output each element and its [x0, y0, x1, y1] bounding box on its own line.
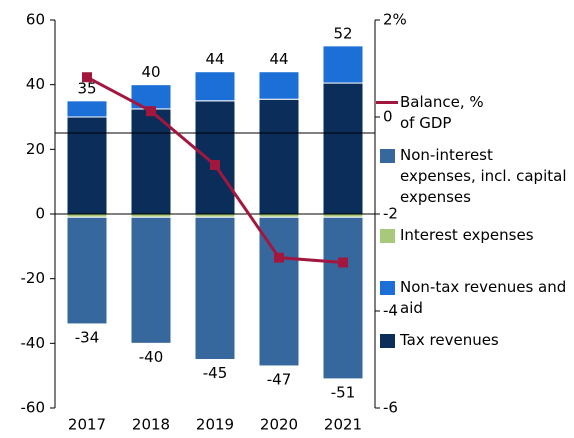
- total-label: 44: [269, 50, 288, 68]
- x-tick-label: 2019: [196, 416, 234, 434]
- x-tick-label: 2021: [324, 416, 362, 434]
- bar-segment: [66, 216, 108, 325]
- total-label: 35: [77, 79, 96, 97]
- y2-tick-label: 0: [383, 108, 393, 126]
- total-label: 52: [333, 24, 352, 42]
- line-marker: [210, 160, 220, 171]
- x-tick-label: 2020: [260, 416, 298, 434]
- legend-marker: [380, 149, 395, 163]
- bar-segment: [194, 216, 236, 360]
- y-tick-label: 0: [35, 205, 45, 223]
- bar-segment: [258, 216, 300, 367]
- bar-segment: [194, 71, 236, 102]
- line-marker: [274, 252, 284, 263]
- y2-tick-label: -4: [383, 302, 398, 320]
- total-label: -47: [267, 370, 292, 388]
- total-label: -34: [75, 328, 100, 346]
- total-label: 40: [141, 63, 160, 81]
- bar-segment: [322, 216, 364, 380]
- bar-segment: [66, 116, 108, 215]
- legend-marker: [380, 334, 395, 348]
- bar-segment: [258, 71, 300, 100]
- legend-marker: [380, 281, 395, 295]
- total-label: -40: [139, 348, 164, 366]
- legend-marker: [380, 229, 395, 243]
- bar-segment: [322, 82, 364, 215]
- y-tick-label: 60: [26, 11, 45, 29]
- y-tick-label: -60: [21, 399, 46, 417]
- bar-segment: [130, 216, 172, 344]
- total-label: -51: [331, 383, 356, 401]
- legend-marker: [376, 101, 398, 104]
- line-marker: [146, 106, 156, 117]
- legend-label: Non-interest expenses, incl. capital exp…: [400, 146, 567, 206]
- legend-label: Non-tax revenues and aid: [400, 278, 567, 317]
- bar-segment: [194, 100, 236, 215]
- y2-tick-label: 2%: [383, 11, 407, 29]
- total-label: 44: [205, 50, 224, 68]
- bar-segment: [66, 100, 108, 118]
- bar-segment: [258, 98, 300, 215]
- x-tick-label: 2018: [132, 416, 170, 434]
- y2-tick-label: -6: [383, 399, 398, 417]
- line-marker: [338, 257, 348, 268]
- bar-segment: [322, 45, 364, 84]
- x-tick-label: 2017: [68, 416, 106, 434]
- total-label: -45: [203, 364, 228, 382]
- y-tick-label: -40: [21, 334, 46, 352]
- line-marker: [82, 72, 92, 83]
- legend-label: Interest expenses: [400, 226, 534, 244]
- y-tick-label: 20: [26, 140, 45, 158]
- y-tick-label: 40: [26, 75, 45, 93]
- y2-tick-label: -2: [383, 205, 398, 223]
- legend-label: Balance, % of GDP: [400, 93, 484, 132]
- y-tick-label: -20: [21, 269, 46, 287]
- legend-label: Tax revenues: [400, 331, 499, 349]
